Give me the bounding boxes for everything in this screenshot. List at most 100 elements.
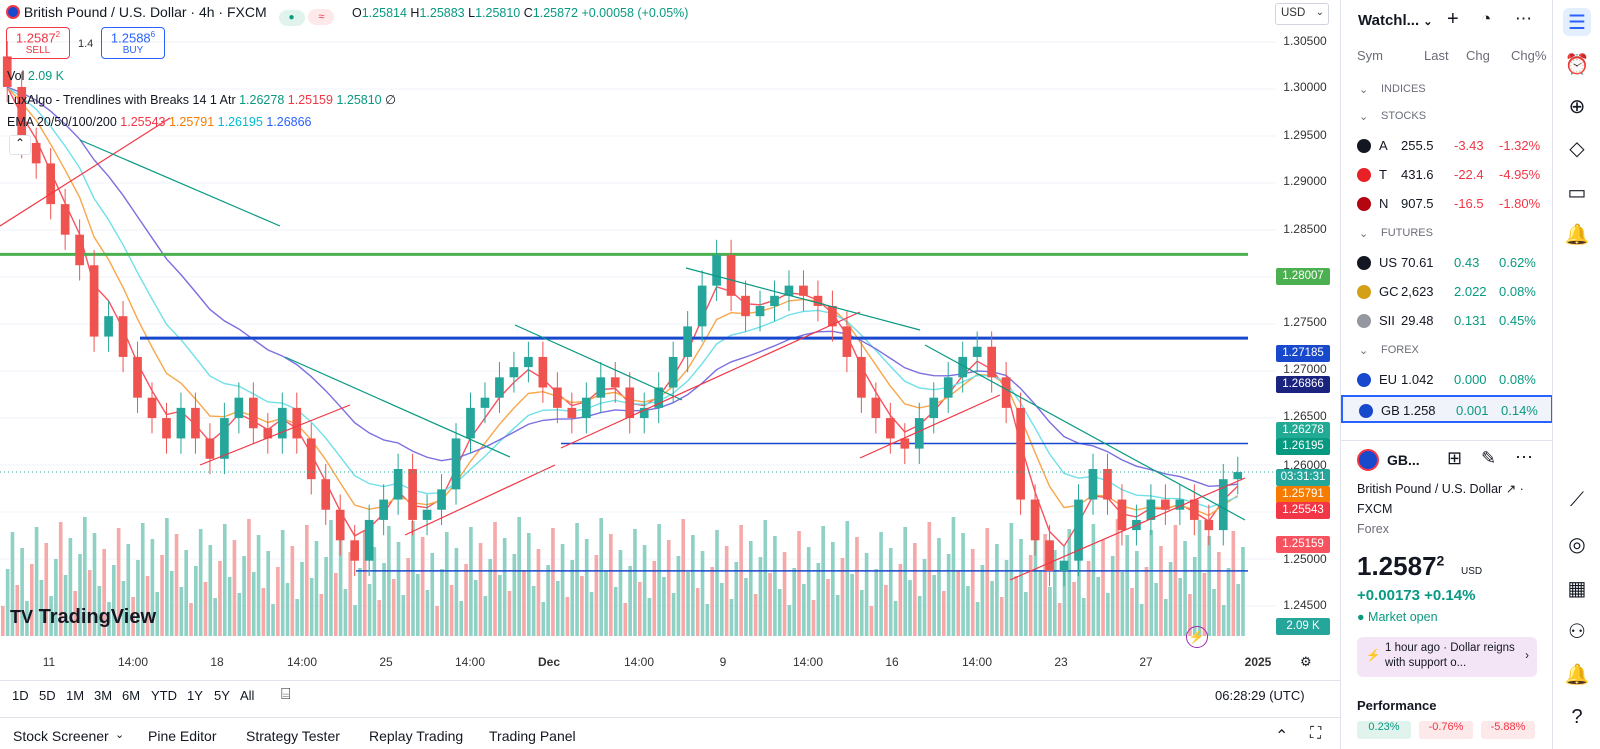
symbol-logo-icon bbox=[1357, 197, 1371, 211]
col-chg-pct[interactable]: Chg% bbox=[1511, 48, 1547, 63]
alerts-icon[interactable]: 🔔 bbox=[1564, 663, 1590, 686]
help-icon[interactable]: ? bbox=[1571, 705, 1583, 728]
advanced-view-icon[interactable]: ◔ bbox=[1481, 9, 1492, 28]
collapse-legend-icon[interactable]: ⌃ bbox=[9, 135, 31, 155]
volume-bar bbox=[348, 552, 353, 636]
col-chg[interactable]: Chg bbox=[1466, 48, 1490, 63]
col-sym[interactable]: Sym bbox=[1357, 48, 1383, 63]
notifications-icon[interactable]: 🔔 bbox=[1564, 223, 1590, 246]
tab-replay-trading[interactable]: Replay Trading bbox=[369, 728, 464, 744]
volume-bar bbox=[203, 582, 208, 636]
clock-display[interactable]: 06:28:29 (UTC) bbox=[1215, 688, 1305, 703]
tab-strategy-tester[interactable]: Strategy Tester bbox=[246, 728, 340, 744]
timeframe-3m[interactable]: 3M bbox=[94, 688, 113, 703]
currency-select[interactable]: USD ⌄ bbox=[1275, 3, 1329, 25]
price-tick: 1.27500 bbox=[1283, 315, 1327, 329]
date-range-icon[interactable]: ⌸ bbox=[281, 686, 291, 703]
time-tick: 25 bbox=[379, 655, 393, 669]
time-axis[interactable]: 11 14:00 18 14:00 25 14:00 Dec 14:00 9 14:00 16 14:… bbox=[0, 652, 1276, 672]
details-symbol[interactable]: GB... bbox=[1387, 452, 1420, 468]
candle-body bbox=[1218, 479, 1228, 531]
watchlist-row[interactable]: EU 1.042 0.000 0.08% bbox=[1341, 366, 1553, 394]
watchlist-icon[interactable]: ☰ bbox=[1563, 8, 1591, 36]
watchlist-title[interactable]: Watchl... ⌄ bbox=[1358, 12, 1433, 29]
lightning-icon[interactable]: ⚡ bbox=[1186, 626, 1208, 648]
row-chg-pct: 0.08% bbox=[1499, 284, 1536, 299]
market-status: ● Market open bbox=[1357, 610, 1438, 624]
add-symbol-icon[interactable]: + bbox=[1447, 8, 1459, 30]
news-card[interactable]: ⚡ 1 hour ago · Dollar reigns with suppor… bbox=[1357, 637, 1537, 677]
maximize-panel-icon[interactable]: ⛶ bbox=[1310, 725, 1322, 742]
candle-body bbox=[799, 285, 808, 296]
timeframe-all[interactable]: All bbox=[240, 688, 255, 703]
watchlist-row[interactable]: SII 29.48 0.131 0.45% bbox=[1341, 307, 1553, 335]
chart-settings-icon[interactable]: ⚙ bbox=[1300, 654, 1312, 669]
watchlist-row[interactable]: A 255.5 -3.43 -1.32% bbox=[1341, 132, 1553, 160]
symbol-legend[interactable]: British Pound / U.S. Dollar · 4h · FXCM … bbox=[6, 4, 335, 26]
watchlist-row[interactable]: GC 2,623 2.022 0.08% bbox=[1341, 278, 1553, 306]
timeframe-1y[interactable]: 1Y bbox=[187, 688, 203, 703]
volume-legend[interactable]: Vol 2.09 K bbox=[7, 69, 64, 83]
volume-bar bbox=[285, 583, 290, 636]
replay-indicator-icon[interactable]: ≈ bbox=[308, 9, 335, 25]
trendline bbox=[859, 394, 1001, 459]
alarm-clock-icon[interactable]: ⏰ bbox=[1564, 53, 1590, 76]
chart-pane[interactable]: British Pound / U.S. Dollar · 4h · FXCM … bbox=[0, 0, 1276, 680]
watchlist-row[interactable]: T 431.6 -22.4 -4.95% bbox=[1341, 161, 1553, 189]
community-icon[interactable]: ⚇ bbox=[1568, 620, 1586, 643]
trend-line-icon[interactable]: ⟋ bbox=[1570, 488, 1584, 511]
volume-bar bbox=[237, 593, 242, 636]
more-options-icon[interactable]: ⋯ bbox=[1515, 447, 1533, 467]
timeframe-ytd[interactable]: YTD bbox=[151, 688, 177, 703]
price-axis[interactable]: USD ⌄ 1.30500 1.30000 1.29500 1.29000 1.2850… bbox=[1275, 0, 1334, 680]
tab-pine-editor[interactable]: Pine Editor bbox=[148, 728, 217, 744]
price-chart[interactable] bbox=[0, 0, 1276, 652]
chevron-down-icon[interactable]: ⌄ bbox=[115, 729, 125, 741]
timeframe-6m[interactable]: 6M bbox=[122, 688, 141, 703]
ema-legend[interactable]: EMA 20/50/100/200 1.25543 1.25791 1.2619… bbox=[7, 115, 312, 129]
price-label: 1.28007 bbox=[1276, 268, 1330, 285]
calendar-icon[interactable]: ▦ bbox=[1567, 577, 1587, 600]
candle-body bbox=[625, 387, 635, 419]
candle-body bbox=[987, 346, 996, 378]
timeframe-5y[interactable]: 5Y bbox=[214, 688, 230, 703]
add-list-icon[interactable]: ⊕ bbox=[1568, 95, 1586, 118]
candle-body bbox=[697, 285, 707, 327]
sell-button[interactable]: 1.25872 SELL bbox=[6, 27, 70, 59]
row-symbol: US bbox=[1379, 255, 1398, 270]
volume-bar bbox=[642, 545, 647, 636]
candle-body bbox=[495, 377, 504, 398]
symbol-logo-icon bbox=[1357, 256, 1371, 270]
candle-body bbox=[683, 326, 692, 357]
volume-bar bbox=[425, 590, 430, 636]
luxalgo-legend[interactable]: LuxAlgo - Trendlines with Breaks 14 1 At… bbox=[7, 92, 396, 107]
volume-bar bbox=[83, 517, 87, 636]
timeframe-5d[interactable]: 5D bbox=[39, 688, 56, 703]
timeframe-1m[interactable]: 1M bbox=[66, 688, 85, 703]
edit-icon[interactable]: ✎ bbox=[1481, 448, 1497, 468]
timeframe-1d[interactable]: 1D bbox=[12, 688, 29, 703]
chevron-up-icon[interactable]: ⌃ bbox=[1275, 728, 1289, 745]
watchlist-row[interactable]: N 907.5 -16.5 -1.80% bbox=[1341, 190, 1553, 218]
chevron-down-icon: ⌄ bbox=[1359, 345, 1369, 357]
more-options-icon[interactable]: ⋯ bbox=[1515, 9, 1532, 28]
chat-icon[interactable]: ▭ bbox=[1567, 181, 1587, 204]
time-tick: Dec bbox=[537, 655, 561, 669]
layers-icon[interactable]: ◇ bbox=[1569, 137, 1585, 160]
col-last[interactable]: Last bbox=[1424, 48, 1449, 63]
time-tick: 14:00 bbox=[454, 655, 486, 669]
tab-trading-panel[interactable]: Trading Panel bbox=[489, 728, 576, 744]
tab-stock-screener[interactable]: Stock Screener bbox=[13, 728, 109, 744]
watchlist-row[interactable]: US 70.61 0.43 0.62% bbox=[1341, 249, 1553, 277]
buy-button[interactable]: 1.25886 BUY bbox=[101, 27, 165, 59]
watchlist-row[interactable]: GB 1.258 0.001 0.14% bbox=[1341, 395, 1553, 423]
details-exchange: FXCM bbox=[1357, 502, 1393, 516]
sell-price-sup: 2 bbox=[55, 30, 61, 39]
grid-view-icon[interactable]: ⊞ bbox=[1447, 448, 1463, 468]
details-name-text: British Pound / U.S. Dollar bbox=[1357, 482, 1503, 496]
section-label: STOCKS bbox=[1381, 110, 1427, 122]
external-link-icon[interactable]: ↗ bbox=[1505, 482, 1517, 496]
chevron-down-icon: ⌄ bbox=[1359, 84, 1369, 96]
target-icon[interactable]: ◎ bbox=[1568, 533, 1586, 556]
volume-bar bbox=[691, 535, 695, 636]
